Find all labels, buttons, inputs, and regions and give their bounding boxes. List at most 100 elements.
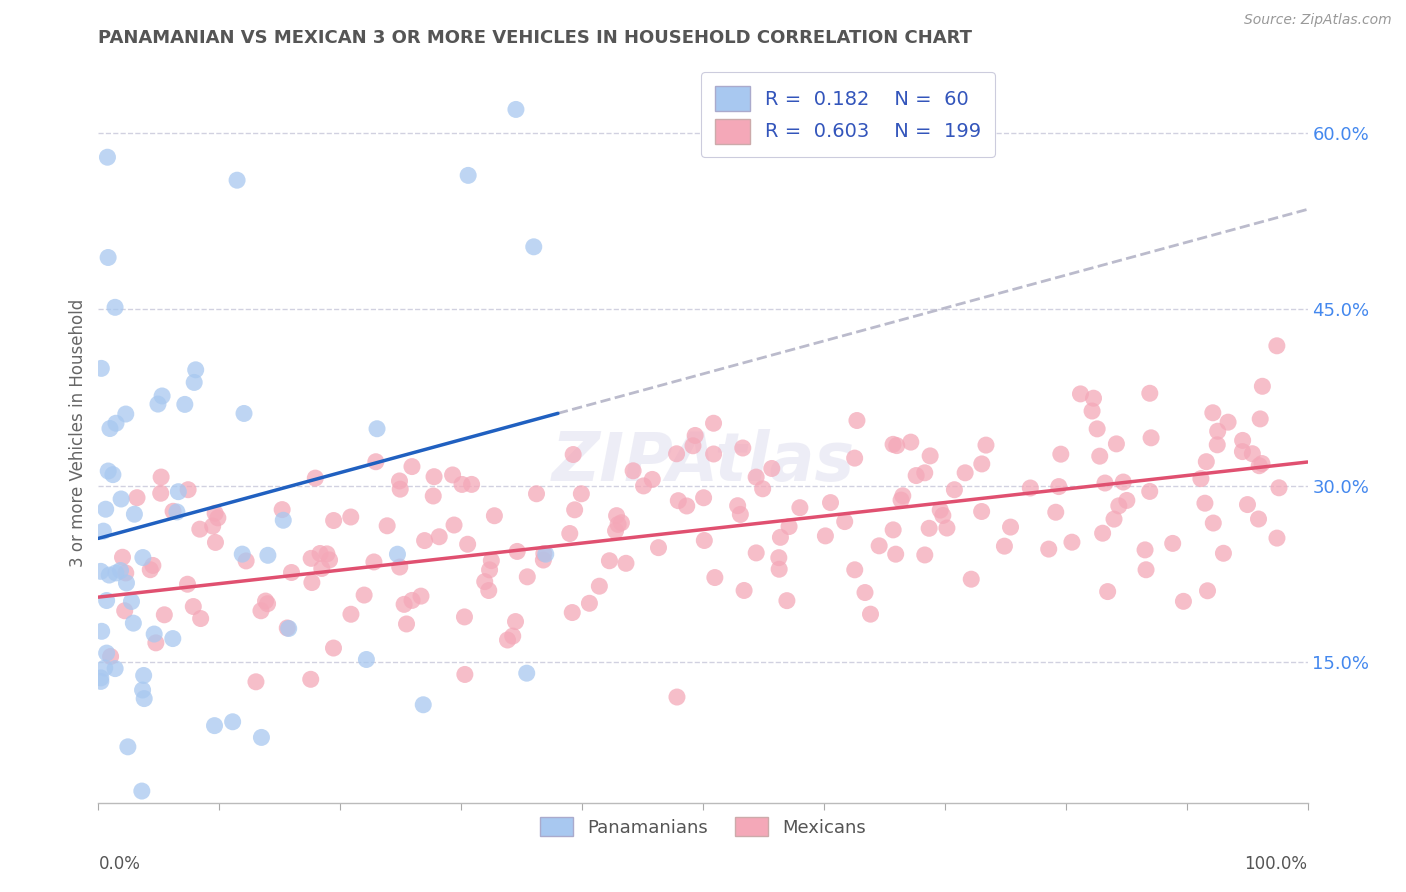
- Point: [256, 597, 278, 611]
- Point: [647, 541, 669, 555]
- Point: [304, 471, 326, 485]
- Point: [1232, 444, 1254, 458]
- Point: [614, 557, 637, 571]
- Point: [523, 240, 546, 254]
- Point: [703, 570, 725, 584]
- Point: [845, 413, 868, 427]
- Point: [150, 470, 173, 484]
- Point: [132, 550, 155, 565]
- Point: [311, 561, 333, 575]
- Point: [413, 533, 436, 548]
- Y-axis label: 3 or more Vehicles in Household: 3 or more Vehicles in Household: [69, 299, 87, 566]
- Point: [1049, 447, 1071, 461]
- Point: [184, 363, 207, 377]
- Point: [853, 585, 876, 599]
- Legend: Panamanians, Mexicans: Panamanians, Mexicans: [531, 808, 875, 846]
- Point: [914, 548, 936, 562]
- Point: [886, 439, 908, 453]
- Point: [150, 389, 173, 403]
- Point: [104, 301, 127, 315]
- Text: 100.0%: 100.0%: [1244, 855, 1308, 872]
- Point: [683, 428, 706, 442]
- Point: [598, 554, 620, 568]
- Point: [1202, 406, 1225, 420]
- Point: [204, 535, 226, 549]
- Point: [153, 607, 176, 622]
- Point: [98, 421, 121, 435]
- Point: [820, 495, 842, 509]
- Point: [204, 506, 226, 520]
- Point: [188, 522, 211, 536]
- Point: [221, 714, 243, 729]
- Point: [1083, 391, 1105, 405]
- Point: [768, 562, 790, 576]
- Text: Source: ZipAtlas.com: Source: ZipAtlas.com: [1244, 13, 1392, 28]
- Point: [730, 508, 752, 522]
- Point: [569, 487, 592, 501]
- Point: [1135, 563, 1157, 577]
- Point: [474, 574, 496, 589]
- Point: [93, 524, 115, 538]
- Point: [479, 554, 502, 568]
- Point: [1189, 472, 1212, 486]
- Point: [1094, 476, 1116, 491]
- Point: [731, 441, 754, 455]
- Point: [271, 513, 294, 527]
- Point: [974, 438, 997, 452]
- Point: [1060, 535, 1083, 549]
- Point: [1236, 498, 1258, 512]
- Point: [115, 576, 138, 591]
- Point: [745, 546, 768, 560]
- Point: [454, 667, 477, 681]
- Point: [257, 549, 280, 563]
- Point: [814, 529, 837, 543]
- Point: [457, 537, 479, 551]
- Point: [139, 563, 162, 577]
- Point: [692, 491, 714, 505]
- Point: [682, 439, 704, 453]
- Point: [1115, 493, 1137, 508]
- Point: [531, 553, 554, 567]
- Point: [1173, 594, 1195, 608]
- Point: [970, 504, 993, 518]
- Point: [250, 604, 273, 618]
- Point: [610, 516, 633, 530]
- Point: [149, 486, 172, 500]
- Point: [868, 539, 890, 553]
- Point: [90, 624, 112, 639]
- Point: [1268, 481, 1291, 495]
- Point: [299, 673, 322, 687]
- Point: [375, 518, 398, 533]
- Point: [932, 508, 955, 523]
- Point: [1081, 404, 1104, 418]
- Point: [1249, 412, 1271, 426]
- Point: [201, 519, 224, 533]
- Point: [422, 489, 444, 503]
- Point: [693, 533, 716, 548]
- Point: [167, 484, 190, 499]
- Point: [101, 467, 124, 482]
- Point: [104, 416, 127, 430]
- Point: [124, 507, 146, 521]
- Point: [1206, 424, 1229, 438]
- Point: [132, 668, 155, 682]
- Point: [665, 447, 688, 461]
- Point: [451, 477, 474, 491]
- Point: [110, 564, 132, 578]
- Point: [1247, 512, 1270, 526]
- Point: [181, 599, 204, 614]
- Point: [1251, 379, 1274, 393]
- Point: [134, 691, 156, 706]
- Point: [478, 583, 501, 598]
- Point: [131, 683, 153, 698]
- Point: [271, 502, 294, 516]
- Point: [562, 448, 585, 462]
- Point: [1265, 531, 1288, 545]
- Point: [176, 577, 198, 591]
- Point: [882, 523, 904, 537]
- Point: [145, 636, 167, 650]
- Point: [233, 407, 256, 421]
- Point: [1194, 496, 1216, 510]
- Point: [121, 594, 143, 608]
- Point: [190, 611, 212, 625]
